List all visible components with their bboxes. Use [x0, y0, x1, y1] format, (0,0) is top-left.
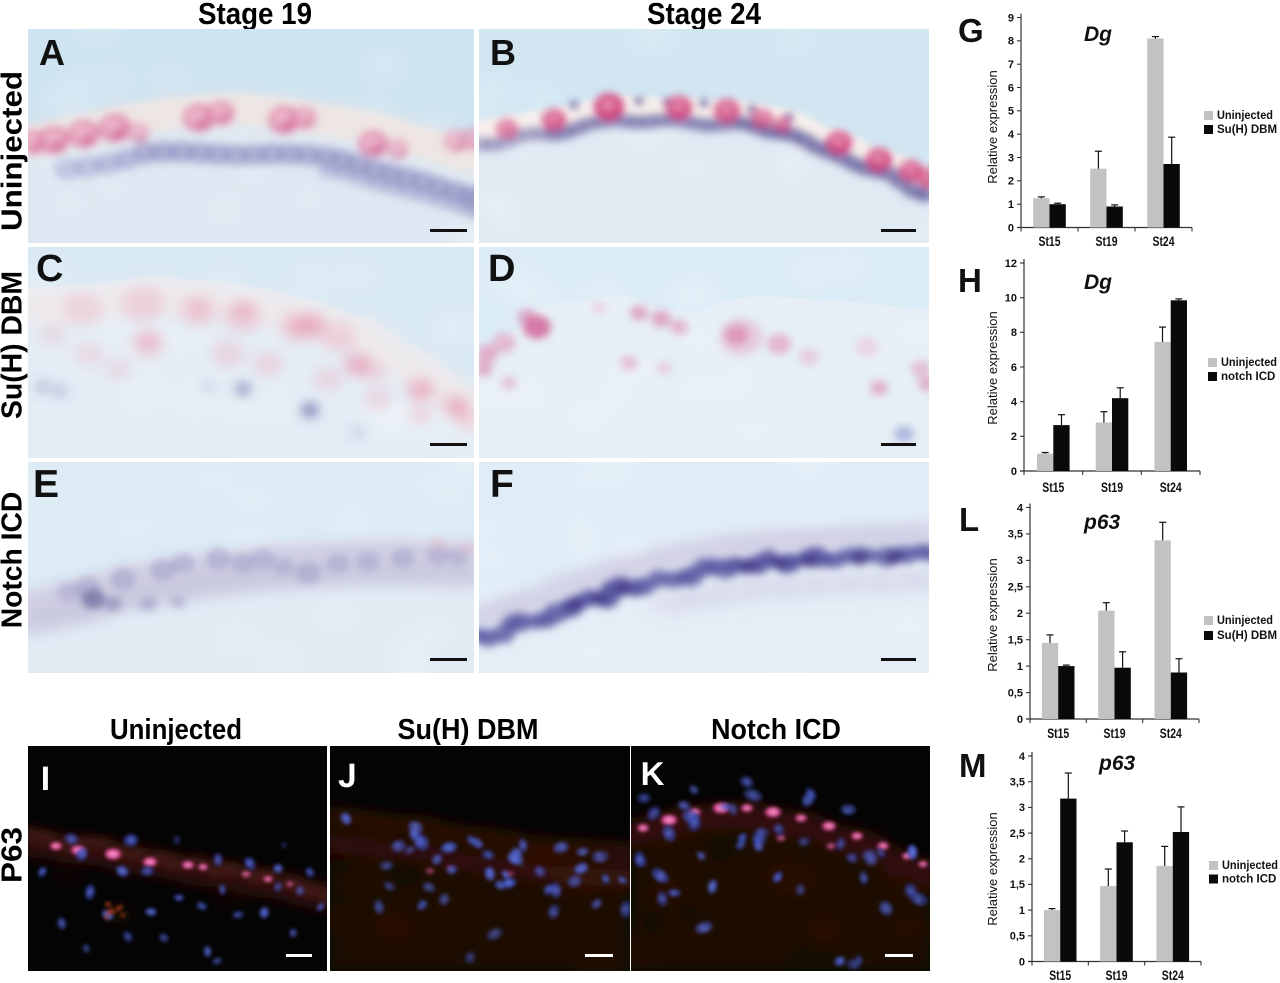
- svg-text:H: H: [958, 262, 982, 299]
- svg-text:Relative expression: Relative expression: [985, 558, 1000, 671]
- svg-text:Uninjected: Uninjected: [1217, 615, 1273, 627]
- svg-text:2,5: 2,5: [1008, 582, 1023, 594]
- svg-text:St15: St15: [1049, 968, 1071, 983]
- svg-text:Uninjected: Uninjected: [1222, 860, 1278, 872]
- svg-text:0,5: 0,5: [1008, 687, 1023, 699]
- svg-text:Dg: Dg: [1084, 23, 1112, 46]
- svg-text:1: 1: [1017, 661, 1023, 673]
- svg-text:3: 3: [1008, 152, 1014, 164]
- svg-text:2,5: 2,5: [1010, 828, 1025, 840]
- svg-text:3,5: 3,5: [1008, 529, 1023, 541]
- svg-text:St19: St19: [1106, 968, 1128, 983]
- svg-text:2: 2: [1017, 608, 1023, 620]
- svg-text:St15: St15: [1047, 726, 1069, 741]
- svg-text:4: 4: [1019, 751, 1026, 763]
- svg-text:Uninjected: Uninjected: [1221, 357, 1277, 369]
- svg-text:B: B: [490, 32, 516, 73]
- svg-text:p63: p63: [1083, 511, 1121, 534]
- svg-text:3,5: 3,5: [1010, 777, 1025, 789]
- svg-text:St19: St19: [1101, 480, 1123, 495]
- svg-text:3: 3: [1017, 555, 1023, 567]
- svg-text:6: 6: [1011, 362, 1017, 374]
- svg-text:7: 7: [1008, 59, 1014, 71]
- svg-text:Dg: Dg: [1084, 271, 1112, 294]
- svg-text:Su(H) DBM: Su(H) DBM: [1217, 124, 1277, 136]
- svg-text:0,5: 0,5: [1010, 931, 1025, 943]
- svg-text:2: 2: [1008, 176, 1014, 188]
- svg-text:notch ICD: notch ICD: [1221, 371, 1275, 383]
- svg-text:12: 12: [1005, 258, 1017, 270]
- svg-text:St24: St24: [1162, 968, 1184, 983]
- svg-text:A: A: [39, 32, 65, 73]
- svg-text:Relative expression: Relative expression: [985, 812, 1000, 925]
- svg-text:8: 8: [1011, 327, 1017, 339]
- svg-text:9: 9: [1008, 12, 1014, 24]
- svg-text:3: 3: [1019, 802, 1025, 814]
- svg-text:p63: p63: [1098, 752, 1136, 775]
- svg-text:Relative expression: Relative expression: [985, 70, 1000, 183]
- svg-text:4: 4: [1008, 129, 1015, 141]
- svg-text:10: 10: [1005, 293, 1017, 305]
- svg-text:G: G: [958, 12, 984, 49]
- svg-text:St19: St19: [1104, 726, 1126, 741]
- svg-text:1: 1: [1008, 199, 1014, 211]
- svg-text:4: 4: [1017, 502, 1024, 514]
- svg-text:D: D: [488, 248, 515, 290]
- svg-text:F: F: [490, 463, 514, 506]
- svg-text:1: 1: [1019, 905, 1025, 917]
- svg-text:0: 0: [1008, 222, 1014, 234]
- svg-text:C: C: [36, 248, 63, 290]
- svg-text:0: 0: [1011, 466, 1017, 478]
- svg-text:St24: St24: [1160, 726, 1182, 741]
- svg-text:St19: St19: [1096, 234, 1118, 249]
- svg-text:0: 0: [1017, 714, 1023, 726]
- svg-text:Su(H) DBM: Su(H) DBM: [1217, 630, 1277, 642]
- svg-text:St24: St24: [1160, 480, 1182, 495]
- svg-text:4: 4: [1011, 397, 1018, 409]
- svg-text:6: 6: [1008, 82, 1014, 94]
- svg-text:Relative expression: Relative expression: [985, 311, 1000, 424]
- svg-text:Uninjected: Uninjected: [1217, 110, 1273, 122]
- svg-text:2: 2: [1019, 854, 1025, 866]
- svg-text:1,5: 1,5: [1010, 879, 1025, 891]
- svg-text:St15: St15: [1042, 480, 1064, 495]
- svg-text:1,5: 1,5: [1008, 635, 1023, 647]
- svg-text:0: 0: [1019, 956, 1025, 968]
- svg-text:E: E: [33, 463, 59, 506]
- svg-text:L: L: [959, 501, 979, 538]
- svg-text:8: 8: [1008, 36, 1014, 48]
- svg-text:5: 5: [1008, 106, 1014, 118]
- svg-text:St24: St24: [1153, 234, 1175, 249]
- svg-text:notch ICD: notch ICD: [1222, 874, 1276, 886]
- svg-text:St15: St15: [1039, 234, 1061, 249]
- svg-text:M: M: [959, 747, 987, 784]
- svg-text:2: 2: [1011, 431, 1017, 443]
